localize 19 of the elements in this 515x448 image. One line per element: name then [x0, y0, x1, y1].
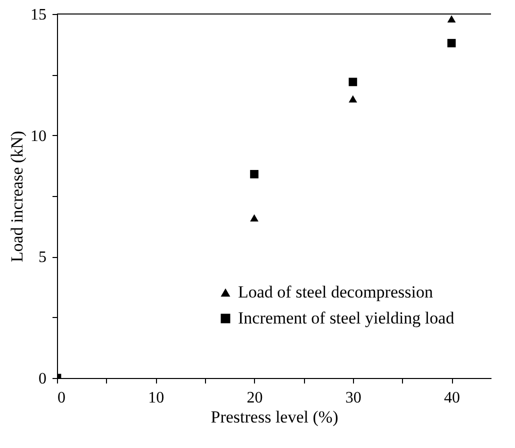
- y-axis-title: Load increase (kN): [8, 130, 26, 262]
- point: [250, 170, 258, 178]
- x-tick-label: 10: [148, 390, 164, 406]
- legend-label: Increment of steel yielding load: [238, 308, 455, 328]
- x-tick-label: 40: [444, 390, 460, 406]
- point: [348, 78, 358, 86]
- x-tick-label: 0: [58, 390, 66, 406]
- y-tick-label: 15: [30, 6, 46, 24]
- x-axis-title: Prestress level (%): [210, 408, 338, 426]
- point: [348, 95, 358, 103]
- x-tick-label: 30: [345, 390, 362, 406]
- y-tick-label: 0: [38, 370, 46, 388]
- point: [447, 15, 456, 22]
- y-tick-label: 5: [38, 249, 46, 266]
- x-tick-label: 20: [246, 390, 263, 406]
- point: [447, 38, 456, 48]
- legend-label: Load of steel decompression: [238, 282, 434, 302]
- y-tick-label: 10: [30, 128, 46, 145]
- point: [250, 214, 258, 222]
